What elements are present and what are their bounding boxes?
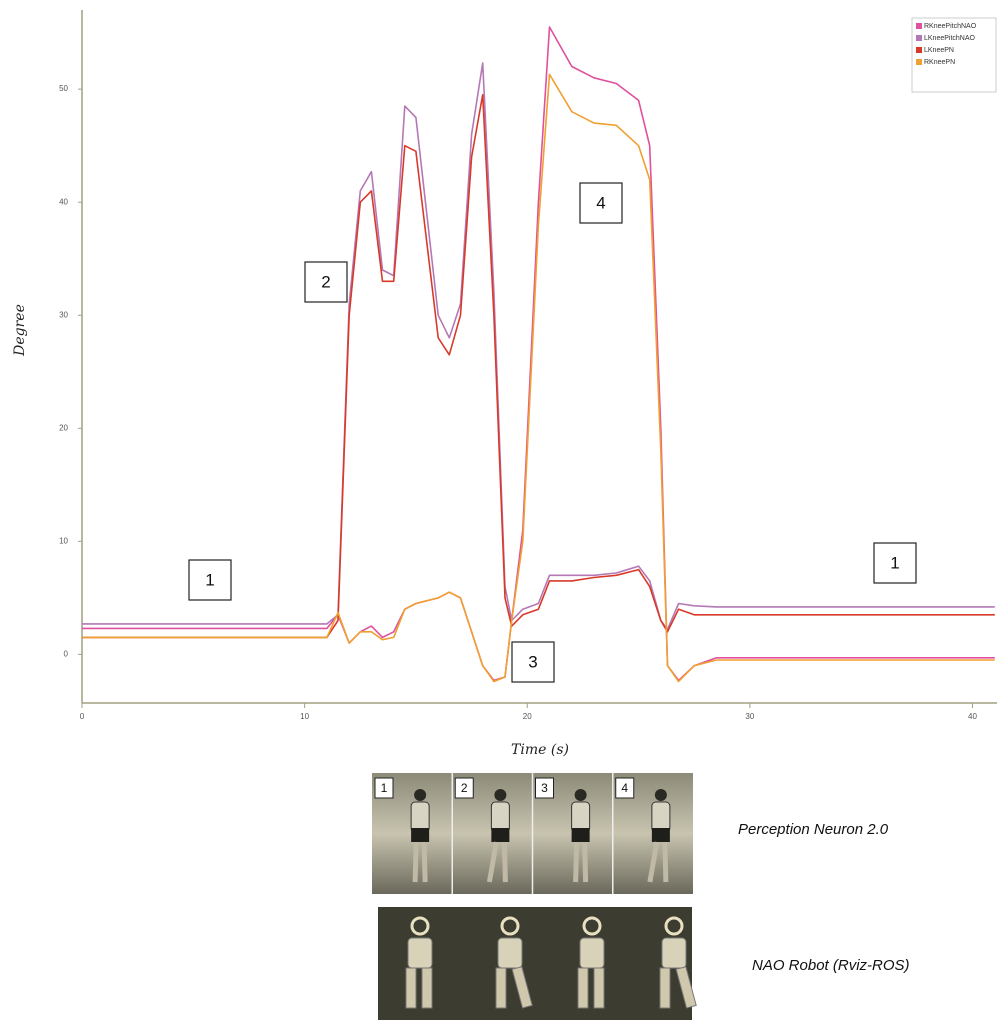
x-tick-label: 20 — [523, 712, 532, 721]
robot-leg — [496, 968, 506, 1008]
legend-swatch — [916, 47, 922, 53]
robot-leg — [422, 968, 432, 1008]
robot-leg — [406, 968, 416, 1008]
person-leg — [424, 842, 425, 882]
y-tick-label: 30 — [59, 310, 68, 319]
legend-label: RKneePN — [924, 59, 955, 66]
person-leg — [665, 842, 666, 882]
person-leg — [585, 842, 586, 882]
page: {"chart_data": {"type": "line", "x_label… — [0, 0, 997, 1021]
person-body — [572, 802, 590, 832]
legend-swatch — [916, 23, 922, 29]
image-panel: 1 2 3 4 — [372, 773, 696, 1020]
person-body — [411, 802, 429, 832]
person-shorts — [411, 828, 429, 842]
person-head — [414, 789, 426, 801]
y-tick-label: 20 — [59, 423, 68, 432]
robot-body — [662, 938, 686, 968]
annotation-label: 1 — [890, 553, 899, 572]
legend-label: LKneePN — [924, 47, 954, 54]
person-shorts — [572, 828, 590, 842]
y-tick-label: 10 — [59, 536, 68, 545]
legend-label: RKneePitchNAO — [924, 23, 977, 30]
row-caption: Perception Neuron 2.0 — [738, 821, 889, 838]
x-tick-label: 30 — [745, 712, 754, 721]
y-axis-title: Degree — [12, 304, 28, 357]
person-body — [652, 802, 670, 832]
legend-swatch — [916, 35, 922, 41]
y-tick-label: 40 — [59, 197, 68, 206]
person-head — [575, 789, 587, 801]
legend-swatch — [916, 59, 922, 65]
person-leg — [415, 842, 416, 882]
robot-leg — [594, 968, 604, 1008]
frame-label: 2 — [461, 781, 468, 795]
robot-leg — [660, 968, 670, 1008]
frame-label: 3 — [541, 781, 548, 795]
x-tick-label: 0 — [80, 712, 85, 721]
robot-body — [580, 938, 604, 968]
y-tick-label: 50 — [59, 84, 68, 93]
annotation-label: 1 — [205, 570, 214, 589]
robot-body — [408, 938, 432, 968]
robot-body — [498, 938, 522, 968]
series-line — [82, 95, 995, 638]
frame-label: 4 — [621, 781, 628, 795]
annotation-label: 2 — [321, 272, 330, 291]
person-shorts — [652, 828, 670, 842]
annotation-label: 4 — [596, 193, 605, 212]
robot-leg — [578, 968, 588, 1008]
annotation-label: 3 — [528, 652, 537, 671]
person-shorts — [491, 828, 509, 842]
x-tick-label: 10 — [300, 712, 309, 721]
person-body — [491, 802, 509, 832]
legend-label: LKneePitchNAO — [924, 35, 976, 42]
row-caption: NAO Robot (Rviz-ROS) — [752, 957, 910, 974]
x-tick-label: 40 — [968, 712, 977, 721]
y-tick-label: 0 — [64, 649, 69, 658]
person-head — [494, 789, 506, 801]
frame-label: 1 — [381, 781, 388, 795]
series-line — [82, 63, 995, 629]
figure: Time (s) Degree 1 2 3 4 0 10 20 30 40 50 0 10 20 30 4… — [0, 0, 997, 1021]
person-leg — [576, 842, 577, 882]
person-head — [655, 789, 667, 801]
x-axis-title: Time (s) — [511, 742, 569, 758]
person-leg — [504, 842, 505, 882]
